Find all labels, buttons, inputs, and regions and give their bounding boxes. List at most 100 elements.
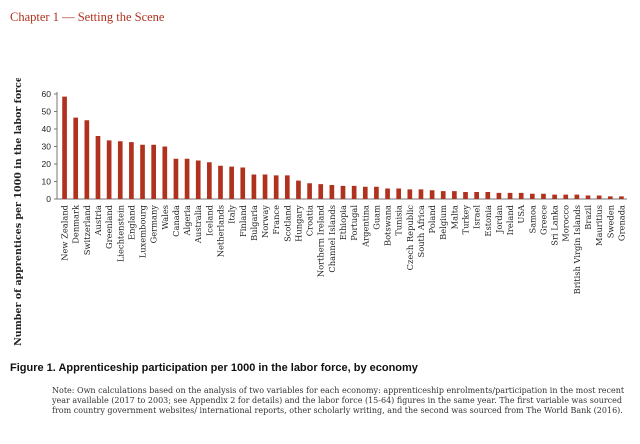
category-label: Israel: [472, 205, 482, 229]
bar: [362, 186, 368, 199]
bar: [385, 188, 390, 199]
category-label: Jordan: [494, 204, 504, 234]
category-label: Tunisia: [394, 205, 404, 236]
category-label: Argentina: [360, 205, 370, 248]
category-label: Czech Republic: [405, 205, 415, 271]
category-label: Netherlands: [215, 205, 225, 257]
category-label: Greece: [538, 205, 548, 235]
bar: [273, 175, 279, 199]
bar: [162, 146, 168, 199]
category-label: Germany: [149, 205, 159, 244]
bar: [151, 144, 157, 199]
y-tick-label: 10: [42, 177, 52, 187]
category-label: Channel Islands: [327, 205, 337, 273]
category-label: Scotland: [282, 204, 292, 242]
bar: [117, 141, 123, 199]
bar: [73, 117, 79, 199]
category-label: Switzerland: [82, 204, 92, 255]
category-label: South Africa: [416, 205, 426, 258]
category-label: Belgium: [438, 205, 448, 240]
category-label: Turkey: [461, 205, 471, 235]
category-label: Poland: [427, 204, 437, 233]
bar: [184, 158, 190, 199]
category-label: France: [271, 205, 281, 235]
category-label: British Virgin Islands: [572, 205, 582, 294]
category-label: Wales: [160, 205, 170, 230]
bar: [240, 167, 246, 199]
bar: [619, 196, 624, 199]
bar: [429, 190, 435, 199]
category-label: Mauritius: [594, 205, 604, 246]
bar: [496, 192, 502, 199]
bar: [485, 192, 491, 199]
bar: [140, 144, 145, 199]
bar: [195, 160, 201, 199]
bar: [574, 194, 580, 199]
category-label: Norway: [260, 205, 270, 238]
category-label: Australia: [193, 205, 203, 244]
category-label: Luxembourg: [138, 204, 148, 258]
bar: [452, 191, 457, 199]
bar: [218, 165, 223, 199]
bar: [207, 162, 212, 199]
bar: [596, 195, 602, 199]
y-axis-title: Number of apprentices per 1000 in the la…: [13, 78, 24, 346]
y-tick-label: 0: [46, 194, 51, 204]
category-label: Denmark: [71, 204, 81, 244]
bar: [95, 136, 101, 199]
category-label: Malta: [449, 205, 459, 229]
category-label: Finland: [238, 204, 248, 237]
bar: [463, 192, 468, 199]
category-label: Northern Ireland: [316, 204, 326, 277]
category-label: Guam: [371, 205, 381, 230]
y-tick-label: 50: [42, 107, 52, 117]
bar: [129, 142, 134, 199]
category-label: Ethiopia: [338, 205, 348, 240]
bar: [106, 140, 112, 199]
y-tick-label: 20: [42, 159, 52, 169]
category-label: USA: [516, 204, 526, 224]
category-label: Greenland: [104, 204, 114, 249]
category-label: Hungary: [293, 205, 303, 242]
category-label: Liechtenstein: [115, 204, 125, 262]
category-label: Sri Lanka: [550, 205, 560, 246]
category-label: Austria: [93, 205, 103, 237]
bar-chart: 0 10 20 30 40 50 60 Number of apprentices per 1…: [13, 78, 627, 346]
category-label: Grenada: [616, 205, 626, 241]
bar: [440, 191, 446, 199]
bar: [307, 183, 312, 199]
category-label: Botswana: [383, 205, 393, 246]
category-label: Estonia: [483, 205, 493, 237]
bar: [541, 193, 546, 199]
category-label: Bulgaria: [249, 205, 259, 241]
y-tick-label: 40: [42, 124, 52, 134]
category-label: Iceland: [204, 204, 214, 236]
bar: [340, 185, 346, 199]
bar: [318, 184, 324, 199]
category-label: New Zealand: [60, 204, 70, 260]
bar: [552, 194, 557, 199]
bar: [529, 193, 535, 199]
figure-note: Note: Own calculations based on the anal…: [52, 386, 625, 415]
bar: [507, 192, 513, 199]
bar: [329, 185, 335, 199]
bar: [62, 96, 67, 199]
category-label: Croatia: [305, 205, 315, 236]
category-label: Italy: [227, 205, 237, 224]
bar: [173, 158, 179, 199]
category-label: Algeria: [182, 205, 192, 236]
category-label: Canada: [171, 205, 181, 237]
bar: [585, 195, 591, 199]
chapter-title: Chapter 1 — Setting the Scene: [10, 10, 165, 24]
bar: [518, 192, 524, 199]
category-label: England: [126, 204, 136, 240]
category-label: Ireland: [505, 204, 515, 235]
bar: [351, 185, 357, 199]
bar: [563, 194, 569, 199]
bar: [296, 180, 301, 199]
bar: [418, 189, 424, 199]
category-label: Sweden: [605, 204, 615, 238]
category-label: Samoa: [527, 205, 537, 233]
category-label: Morocco: [561, 205, 571, 242]
bar: [474, 192, 479, 199]
